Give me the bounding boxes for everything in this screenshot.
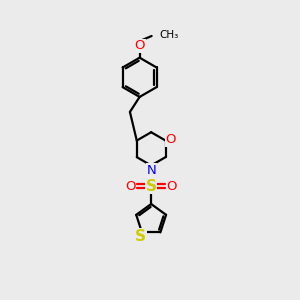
Text: O: O [165,133,176,146]
Text: O: O [134,39,145,52]
Text: O: O [125,180,136,193]
Text: S: S [146,179,157,194]
Text: S: S [135,229,146,244]
Text: CH₃: CH₃ [159,30,178,40]
Text: N: N [146,164,156,177]
Text: O: O [167,180,177,193]
